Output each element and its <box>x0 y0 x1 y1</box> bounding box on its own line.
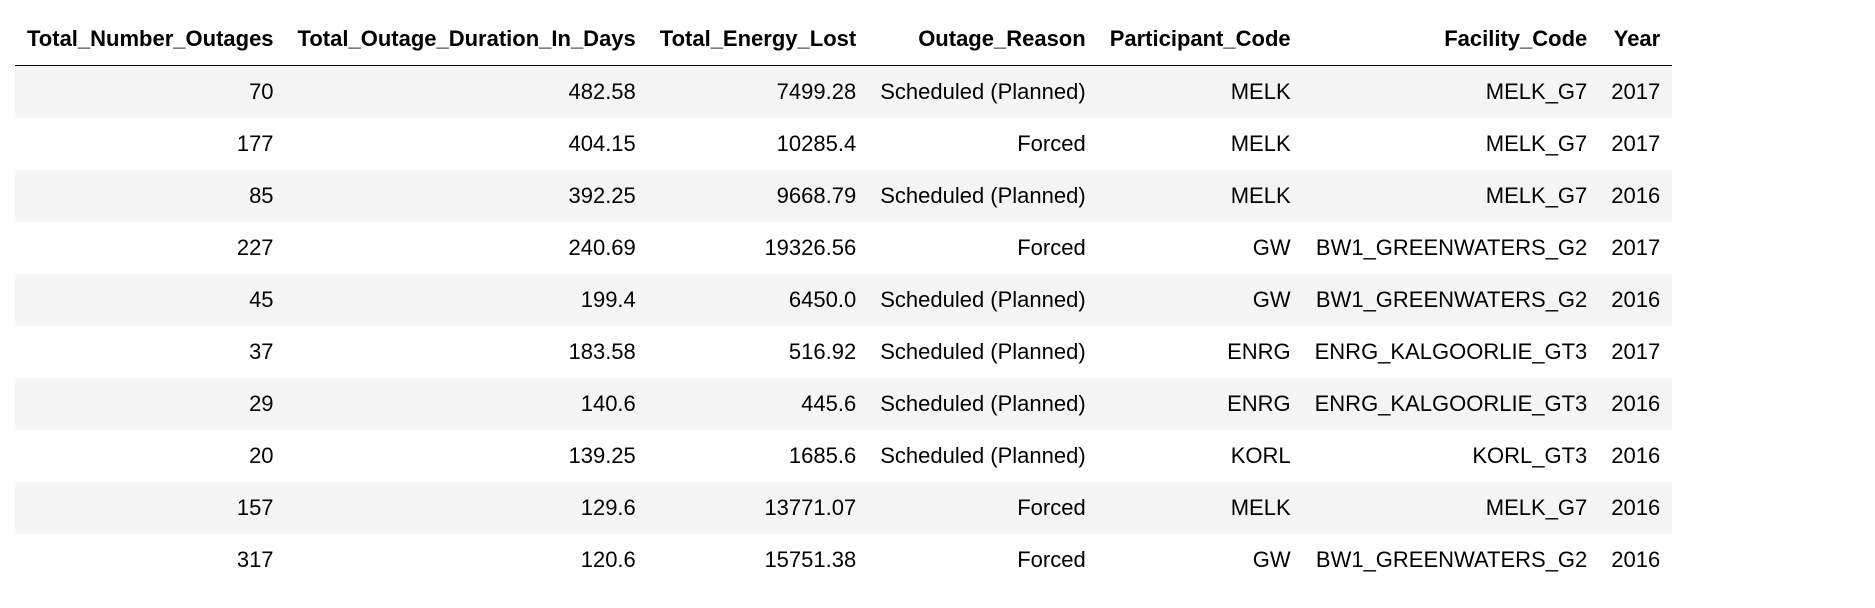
dataframe-table: Total_Number_Outages Total_Outage_Durati… <box>15 16 1673 586</box>
cell-outage-reason: Forced <box>868 482 1098 534</box>
cell-total-outage-duration-in-days: 140.6 <box>285 378 648 430</box>
table-row: 317 120.6 15751.38 Forced GW BW1_GREENWATERS_… <box>15 534 1673 586</box>
table-row: 70 482.58 7499.28 Scheduled (Planned) MELK ME… <box>15 65 1673 118</box>
cell-year: 2017 <box>1599 118 1673 170</box>
cell-year: 2016 <box>1599 534 1673 586</box>
column-header-participant-code: Participant_Code <box>1097 16 1303 66</box>
cell-total-number-outages: 317 <box>15 534 286 586</box>
cell-facility-code: MELK_G7 <box>1302 482 1600 534</box>
cell-participant-code: ENRG <box>1097 378 1303 430</box>
cell-total-outage-duration-in-days: 199.4 <box>285 274 648 326</box>
cell-participant-code: MELK <box>1097 482 1303 534</box>
cell-total-energy-lost: 7499.28 <box>647 65 869 118</box>
table-row: 227 240.69 19326.56 Forced GW BW1_GREENWATERS… <box>15 222 1673 274</box>
table-row: 177 404.15 10285.4 Forced MELK MELK_G7 2017 <box>15 118 1673 170</box>
table-row: 37 183.58 516.92 Scheduled (Planned) ENRG ENR… <box>15 326 1673 378</box>
cell-participant-code: MELK <box>1097 65 1303 118</box>
cell-total-outage-duration-in-days: 120.6 <box>285 534 648 586</box>
cell-participant-code: ENRG <box>1097 326 1303 378</box>
cell-year: 2016 <box>1599 170 1673 222</box>
cell-participant-code: MELK <box>1097 118 1303 170</box>
cell-total-outage-duration-in-days: 404.15 <box>285 118 648 170</box>
cell-facility-code: MELK_G7 <box>1302 170 1600 222</box>
cell-outage-reason: Scheduled (Planned) <box>868 326 1098 378</box>
cell-total-energy-lost: 1685.6 <box>647 430 869 482</box>
cell-facility-code: BW1_GREENWATERS_G2 <box>1302 274 1600 326</box>
cell-total-energy-lost: 10285.4 <box>647 118 869 170</box>
cell-participant-code: GW <box>1097 222 1303 274</box>
cell-total-number-outages: 227 <box>15 222 286 274</box>
table-row: 20 139.25 1685.6 Scheduled (Planned) KORL KOR… <box>15 430 1673 482</box>
column-header-total-energy-lost: Total_Energy_Lost <box>647 16 869 66</box>
table-body: 70 482.58 7499.28 Scheduled (Planned) MELK ME… <box>15 65 1673 586</box>
cell-outage-reason: Forced <box>868 534 1098 586</box>
cell-total-energy-lost: 15751.38 <box>647 534 869 586</box>
cell-outage-reason: Forced <box>868 118 1098 170</box>
cell-outage-reason: Scheduled (Planned) <box>868 65 1098 118</box>
cell-participant-code: MELK <box>1097 170 1303 222</box>
cell-total-energy-lost: 6450.0 <box>647 274 869 326</box>
cell-year: 2016 <box>1599 482 1673 534</box>
cell-total-number-outages: 85 <box>15 170 286 222</box>
cell-total-outage-duration-in-days: 240.69 <box>285 222 648 274</box>
column-header-facility-code: Facility_Code <box>1302 16 1600 66</box>
cell-year: 2017 <box>1599 222 1673 274</box>
cell-facility-code: BW1_GREENWATERS_G2 <box>1302 222 1600 274</box>
cell-total-energy-lost: 9668.79 <box>647 170 869 222</box>
cell-facility-code: BW1_GREENWATERS_G2 <box>1302 534 1600 586</box>
cell-total-number-outages: 157 <box>15 482 286 534</box>
cell-total-outage-duration-in-days: 482.58 <box>285 65 648 118</box>
cell-year: 2016 <box>1599 430 1673 482</box>
cell-total-energy-lost: 13771.07 <box>647 482 869 534</box>
cell-total-number-outages: 70 <box>15 65 286 118</box>
table-header: Total_Number_Outages Total_Outage_Durati… <box>15 16 1673 66</box>
cell-total-energy-lost: 445.6 <box>647 378 869 430</box>
cell-total-number-outages: 45 <box>15 274 286 326</box>
cell-outage-reason: Scheduled (Planned) <box>868 170 1098 222</box>
dataframe-output: Total_Number_Outages Total_Outage_Durati… <box>15 16 1673 586</box>
cell-facility-code: ENRG_KALGOORLIE_GT3 <box>1302 378 1600 430</box>
cell-outage-reason: Scheduled (Planned) <box>868 378 1098 430</box>
cell-outage-reason: Scheduled (Planned) <box>868 430 1098 482</box>
column-header-total-number-outages: Total_Number_Outages <box>15 16 286 66</box>
cell-total-outage-duration-in-days: 183.58 <box>285 326 648 378</box>
cell-outage-reason: Scheduled (Planned) <box>868 274 1098 326</box>
table-row: 157 129.6 13771.07 Forced MELK MELK_G7 2016 <box>15 482 1673 534</box>
cell-total-energy-lost: 516.92 <box>647 326 869 378</box>
table-row: 85 392.25 9668.79 Scheduled (Planned) MELK ME… <box>15 170 1673 222</box>
column-header-total-outage-duration-in-days: Total_Outage_Duration_In_Days <box>285 16 648 66</box>
table-row: 45 199.4 6450.0 Scheduled (Planned) GW BW1_GR… <box>15 274 1673 326</box>
cell-outage-reason: Forced <box>868 222 1098 274</box>
cell-total-number-outages: 29 <box>15 378 286 430</box>
cell-facility-code: ENRG_KALGOORLIE_GT3 <box>1302 326 1600 378</box>
cell-participant-code: GW <box>1097 274 1303 326</box>
cell-facility-code: MELK_G7 <box>1302 118 1600 170</box>
cell-total-number-outages: 20 <box>15 430 286 482</box>
header-row: Total_Number_Outages Total_Outage_Durati… <box>15 16 1673 66</box>
cell-participant-code: GW <box>1097 534 1303 586</box>
cell-participant-code: KORL <box>1097 430 1303 482</box>
cell-year: 2016 <box>1599 378 1673 430</box>
column-header-outage-reason: Outage_Reason <box>868 16 1098 66</box>
cell-total-outage-duration-in-days: 392.25 <box>285 170 648 222</box>
cell-year: 2017 <box>1599 65 1673 118</box>
cell-year: 2016 <box>1599 274 1673 326</box>
cell-total-number-outages: 37 <box>15 326 286 378</box>
cell-total-number-outages: 177 <box>15 118 286 170</box>
cell-total-energy-lost: 19326.56 <box>647 222 869 274</box>
cell-facility-code: KORL_GT3 <box>1302 430 1600 482</box>
table-row: 29 140.6 445.6 Scheduled (Planned) ENRG ENRG_… <box>15 378 1673 430</box>
cell-facility-code: MELK_G7 <box>1302 65 1600 118</box>
cell-year: 2017 <box>1599 326 1673 378</box>
column-header-year: Year <box>1599 16 1673 66</box>
cell-total-outage-duration-in-days: 129.6 <box>285 482 648 534</box>
cell-total-outage-duration-in-days: 139.25 <box>285 430 648 482</box>
